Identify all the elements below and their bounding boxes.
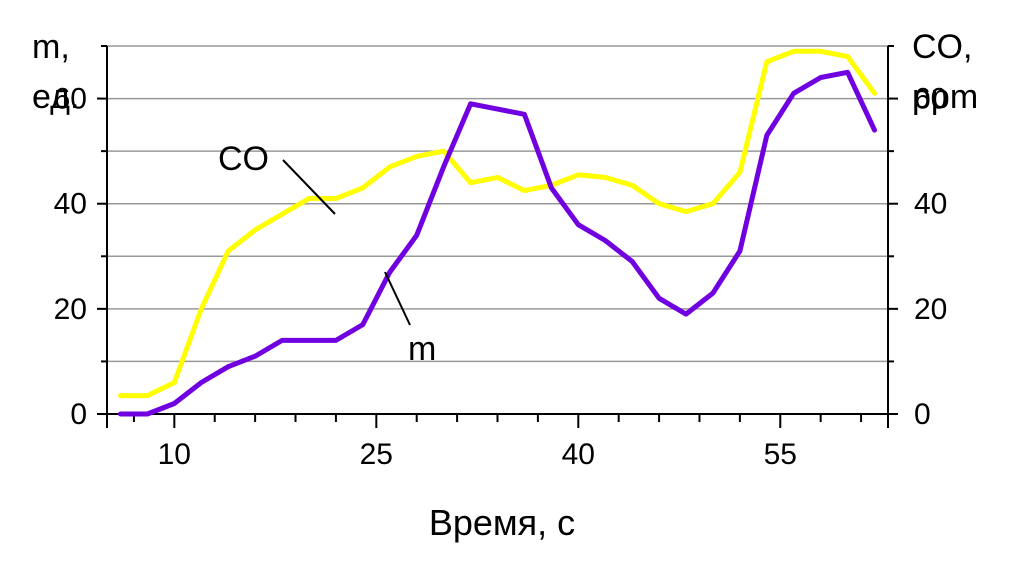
x-tick-label: 10 xyxy=(158,438,191,471)
m-label-leader xyxy=(384,271,411,326)
y-tick-label-right: 0 xyxy=(914,398,931,431)
y-tick-labels-left: 0 20 40 60 xyxy=(54,83,87,431)
chart-series xyxy=(118,48,877,417)
y-tick-label-left: 60 xyxy=(54,83,87,116)
y-axis-left-title-line1: m, xyxy=(32,28,70,66)
chart-axes xyxy=(97,45,898,428)
y-axis-left-title-line2: ед. xyxy=(32,78,79,116)
x-axis-title: Время, с xyxy=(429,502,575,543)
y-axis-right-title-line2: ppm xyxy=(912,78,978,116)
co-label-leader xyxy=(282,159,336,215)
chart-grid xyxy=(107,45,888,363)
y-tick-label-left: 40 xyxy=(54,188,87,221)
y-tick-label-right: 20 xyxy=(914,293,947,326)
y-tick-label-right: 40 xyxy=(914,188,947,221)
co-series-label: CO xyxy=(218,140,269,178)
y-axis-right-title-line1: CO, xyxy=(912,28,972,66)
y-tick-label-left: 0 xyxy=(70,398,87,431)
y-tick-labels-right: 0 20 40 60 xyxy=(914,83,947,431)
m-series-label: m xyxy=(408,330,436,368)
y-tick-label-right: 60 xyxy=(914,83,947,116)
x-tick-label: 40 xyxy=(562,438,595,471)
x-tick-labels: 10 25 40 55 xyxy=(158,438,797,471)
m-series-line xyxy=(118,69,877,417)
x-tick-label: 25 xyxy=(360,438,393,471)
co-series-line xyxy=(118,48,877,399)
y-tick-label-left: 20 xyxy=(54,293,87,326)
x-tick-label: 55 xyxy=(764,438,797,471)
